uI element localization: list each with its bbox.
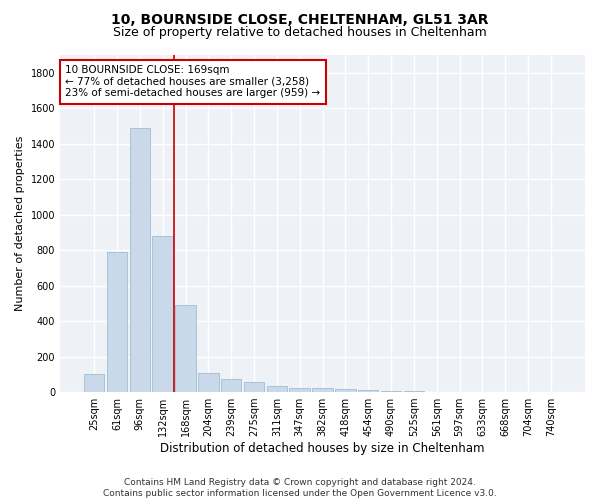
Bar	[381, 391, 401, 392]
Bar	[358, 390, 379, 392]
Bar	[198, 374, 218, 392]
Bar	[335, 388, 356, 392]
Text: Contains HM Land Registry data © Crown copyright and database right 2024.
Contai: Contains HM Land Registry data © Crown c…	[103, 478, 497, 498]
Text: 10 BOURNSIDE CLOSE: 169sqm
← 77% of detached houses are smaller (3,258)
23% of s: 10 BOURNSIDE CLOSE: 169sqm ← 77% of deta…	[65, 65, 320, 98]
X-axis label: Distribution of detached houses by size in Cheltenham: Distribution of detached houses by size …	[160, 442, 485, 455]
Bar	[152, 236, 173, 392]
Bar	[312, 388, 333, 392]
Bar	[107, 252, 127, 392]
Bar	[175, 305, 196, 392]
Bar	[244, 382, 264, 392]
Bar	[289, 388, 310, 392]
Bar	[404, 391, 424, 392]
Text: 10, BOURNSIDE CLOSE, CHELTENHAM, GL51 3AR: 10, BOURNSIDE CLOSE, CHELTENHAM, GL51 3A…	[111, 12, 489, 26]
Y-axis label: Number of detached properties: Number of detached properties	[15, 136, 25, 311]
Bar	[266, 386, 287, 392]
Bar	[84, 374, 104, 392]
Bar	[130, 128, 150, 392]
Text: Size of property relative to detached houses in Cheltenham: Size of property relative to detached ho…	[113, 26, 487, 39]
Bar	[221, 379, 241, 392]
